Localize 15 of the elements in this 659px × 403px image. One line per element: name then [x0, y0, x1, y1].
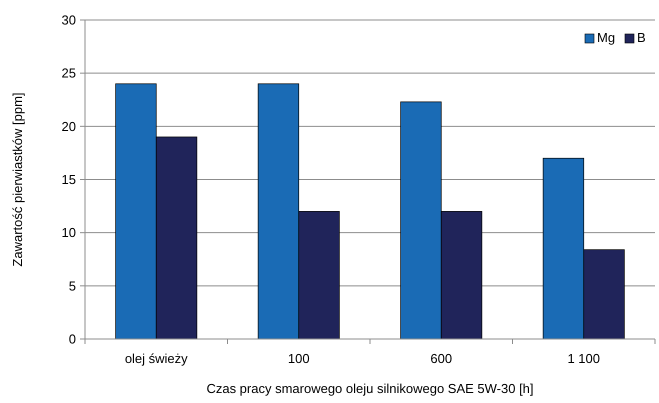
x-tick-label: 1 100 — [567, 351, 600, 366]
y-tick-label: 25 — [62, 66, 76, 81]
y-tick-label: 10 — [62, 225, 76, 240]
y-tick-label: 5 — [68, 278, 76, 294]
x-tick-label: olej świeży — [124, 351, 188, 366]
y-axis-title: Zawartość pierwiastków [ppm] — [10, 92, 25, 267]
x-tick-label: 600 — [430, 351, 452, 366]
legend-label: B — [637, 30, 646, 45]
x-tick-label: 100 — [288, 351, 310, 366]
legend-label: Mg — [597, 30, 616, 45]
y-tick-label: 30 — [62, 12, 76, 28]
y-tick-label: 15 — [62, 172, 76, 188]
y-tick-label: 20 — [62, 118, 76, 134]
x-axis-title: Czas pracy smarowego oleju silnikowego SAE 5W-30 [h] — [206, 381, 534, 396]
y-tick-label: 0 — [68, 332, 76, 347]
